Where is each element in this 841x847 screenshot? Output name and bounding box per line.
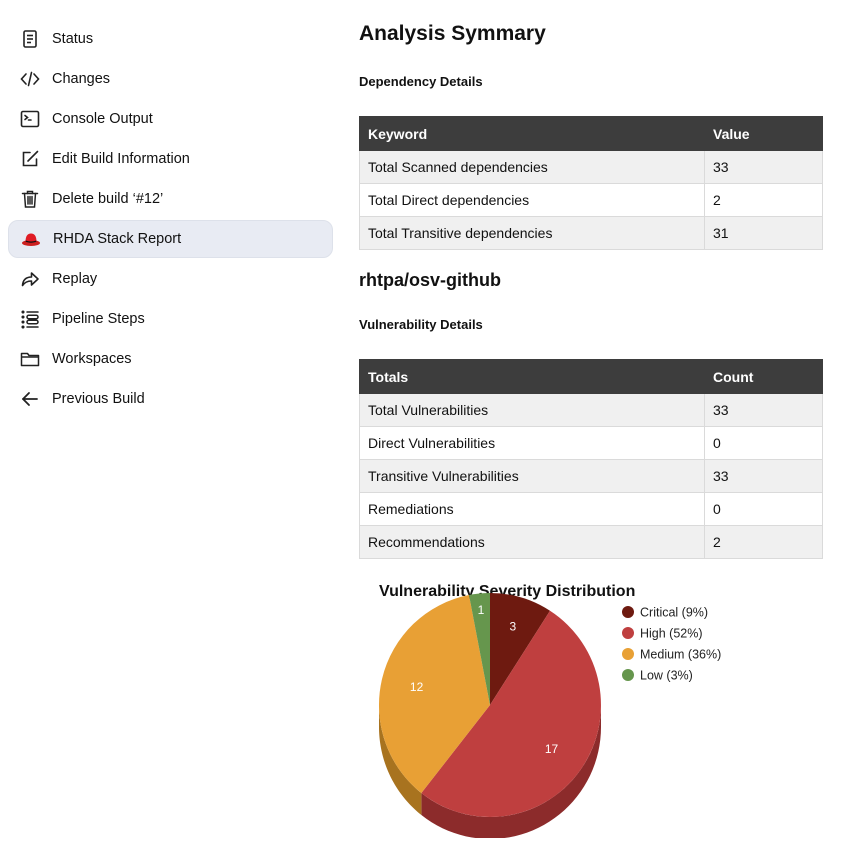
table-row: Total Vulnerabilities 33 bbox=[359, 393, 823, 427]
legend-entry: High (52%) bbox=[640, 627, 703, 641]
pie-slice-medium bbox=[378, 595, 490, 794]
sidebar-item-label: Edit Build Information bbox=[52, 151, 190, 167]
arrow-left-icon bbox=[18, 387, 42, 411]
table-row: Transitive Vulnerabilities 33 bbox=[359, 459, 823, 493]
pie-value-label: 1 bbox=[478, 603, 485, 617]
table-cell: Direct Vulnerabilities bbox=[359, 426, 705, 460]
sidebar-item-label: Status bbox=[52, 31, 94, 47]
sidebar-item-label: Workspaces bbox=[52, 351, 132, 367]
folder-icon bbox=[18, 347, 42, 371]
sidebar-item-label: Replay bbox=[52, 271, 98, 287]
sidebar-item-console-output[interactable]: Console Output bbox=[8, 100, 333, 138]
table-cell: Total Scanned dependencies bbox=[359, 150, 705, 184]
sidebar-item-label: Console Output bbox=[52, 111, 153, 127]
column-header-count: Count bbox=[704, 359, 823, 394]
legend-entry: Low (3%) bbox=[640, 669, 693, 683]
table-header-row: Keyword Value bbox=[359, 116, 823, 151]
legend-entry: Medium (36%) bbox=[640, 648, 721, 662]
replay-icon bbox=[18, 267, 42, 291]
table-cell: Total Direct dependencies bbox=[359, 183, 705, 217]
sidebar-item-label: Changes bbox=[52, 71, 111, 87]
dependency-table: Keyword Value Total Scanned dependencies… bbox=[359, 116, 823, 250]
trash-icon bbox=[18, 187, 42, 211]
table-cell: 2 bbox=[704, 525, 823, 559]
table-header-row: Totals Count bbox=[359, 359, 823, 394]
edit-icon bbox=[18, 147, 42, 171]
legend-swatch bbox=[622, 606, 634, 618]
severity-chart: Vulnerability Severity Distribution 3 17 1… bbox=[370, 578, 750, 838]
column-header-value: Value bbox=[704, 116, 823, 151]
table-cell: 0 bbox=[704, 426, 823, 460]
list-icon bbox=[18, 307, 42, 331]
table-cell: Remediations bbox=[359, 492, 705, 526]
table-cell: 2 bbox=[704, 183, 823, 217]
table-row: Total Scanned dependencies 33 bbox=[359, 150, 823, 184]
legend-entry: Critical (9%) bbox=[640, 606, 708, 620]
table-row: Total Transitive dependencies 31 bbox=[359, 216, 823, 250]
table-cell: Total Vulnerabilities bbox=[359, 393, 705, 427]
table-cell: Total Transitive dependencies bbox=[359, 216, 705, 250]
sidebar-item-label: Delete build ‘#12’ bbox=[52, 191, 164, 207]
table-cell: 33 bbox=[704, 459, 823, 493]
sidebar-item-previous-build[interactable]: Previous Build bbox=[8, 380, 333, 418]
table-cell: Transitive Vulnerabilities bbox=[359, 459, 705, 493]
page-title: Analysis Symmary bbox=[359, 22, 546, 45]
table-cell: Recommendations bbox=[359, 525, 705, 559]
sidebar-item-edit-build-information[interactable]: Edit Build Information bbox=[8, 140, 333, 178]
vulnerability-table: Totals Count Total Vulnerabilities 33 Di… bbox=[359, 359, 823, 559]
column-header-keyword: Keyword bbox=[359, 116, 705, 151]
table-row: Direct Vulnerabilities 0 bbox=[359, 426, 823, 460]
dependency-details-heading: Dependency Details bbox=[359, 74, 483, 89]
table-cell: 31 bbox=[704, 216, 823, 250]
document-icon bbox=[18, 27, 42, 51]
pie-slice-high bbox=[421, 610, 601, 817]
terminal-icon bbox=[18, 107, 42, 131]
pie-slice-side-high bbox=[421, 705, 601, 838]
pie-slice-low bbox=[468, 593, 490, 705]
pie-slice-side-medium bbox=[379, 705, 422, 816]
code-icon bbox=[18, 67, 42, 91]
sidebar-item-workspaces[interactable]: Workspaces bbox=[8, 340, 333, 378]
table-row: Total Direct dependencies 2 bbox=[359, 183, 823, 217]
sidebar-item-label: Previous Build bbox=[52, 391, 145, 407]
pie-slice-critical bbox=[490, 593, 551, 705]
table-row: Recommendations 2 bbox=[359, 525, 823, 559]
table-cell: 33 bbox=[704, 393, 823, 427]
pie-value-label: 3 bbox=[509, 620, 516, 634]
pie-sides bbox=[379, 705, 601, 838]
sidebar-item-rhda-stack-report[interactable]: RHDA Stack Report bbox=[8, 220, 333, 258]
sidebar-item-label: RHDA Stack Report bbox=[53, 231, 182, 247]
legend-swatch bbox=[622, 648, 634, 660]
table-cell: 33 bbox=[704, 150, 823, 184]
pie-value-label: 12 bbox=[410, 680, 424, 694]
legend-swatch bbox=[622, 669, 634, 681]
redhat-icon bbox=[19, 227, 43, 251]
sidebar-item-status[interactable]: Status bbox=[8, 20, 333, 58]
chart-title: Vulnerability Severity Distribution bbox=[379, 583, 636, 600]
table-cell: 0 bbox=[704, 492, 823, 526]
column-header-totals: Totals bbox=[359, 359, 705, 394]
severity-pie-chart: 3 17 12 1 Critical (9%) High (52%) Medium (36%… bbox=[378, 593, 721, 838]
vulnerability-details-heading: Vulnerability Details bbox=[359, 317, 483, 332]
sidebar-item-label: Pipeline Steps bbox=[52, 311, 145, 327]
pie-value-label: 17 bbox=[545, 742, 559, 756]
sidebar-item-pipeline-steps[interactable]: Pipeline Steps bbox=[8, 300, 333, 338]
table-row: Remediations 0 bbox=[359, 492, 823, 526]
sidebar: Status Changes Console Output Edit Build… bbox=[8, 20, 333, 420]
sidebar-item-changes[interactable]: Changes bbox=[8, 60, 333, 98]
provider-heading: rhtpa/osv-github bbox=[359, 270, 501, 290]
sidebar-item-delete-build[interactable]: Delete build ‘#12’ bbox=[8, 180, 333, 218]
legend-swatch bbox=[622, 627, 634, 639]
sidebar-item-replay[interactable]: Replay bbox=[8, 260, 333, 298]
